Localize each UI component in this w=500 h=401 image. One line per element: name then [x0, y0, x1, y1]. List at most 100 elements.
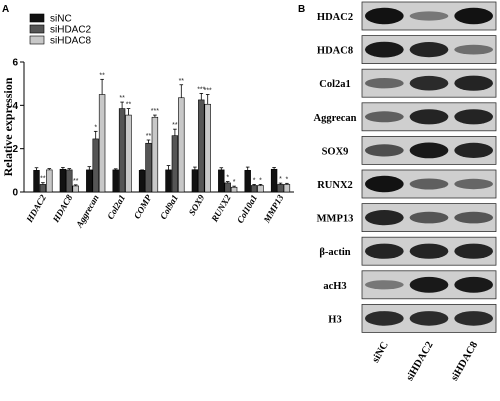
significance-label: *: [253, 177, 256, 184]
blot-band: [409, 42, 449, 58]
bar: [178, 97, 185, 193]
blot-band: [409, 276, 449, 293]
blot-band: [409, 311, 449, 326]
significance-label: **: [73, 178, 79, 185]
blot-band: [365, 111, 404, 123]
blot-band: [454, 44, 493, 55]
x-tick-label: MMP13: [261, 193, 286, 226]
x-tick-label: Aggrecan: [74, 193, 101, 230]
significance-label: *: [233, 179, 236, 186]
y-tick-label: 4: [12, 101, 18, 112]
bar: [118, 108, 126, 193]
bar: [171, 135, 179, 193]
western-blot: HDAC2 HDAC8 Col2a1 Aggrecan SOX9 RUNX2 MMP13 β-…: [314, 1, 497, 383]
blot-band: [454, 211, 493, 224]
panel-b-label: B: [298, 4, 305, 15]
bar: [277, 184, 284, 193]
bar: [204, 103, 211, 193]
bar: [98, 94, 106, 193]
legend-label: siNC: [50, 14, 72, 25]
y-tick-label: 0: [12, 188, 18, 199]
blot-band: [365, 144, 404, 157]
significance-label: ***: [197, 86, 205, 93]
blot-row-label: SOX9: [322, 146, 349, 157]
bar: [244, 170, 251, 193]
x-tick-label: Col2a1: [105, 193, 127, 221]
blot-band: [409, 109, 449, 125]
bar: [198, 99, 205, 193]
blot-row-label: Aggrecan: [314, 113, 357, 124]
x-tick-label: Col10a1: [235, 193, 259, 225]
blot-row-label: Col2a1: [319, 79, 351, 90]
blot-band: [409, 11, 449, 21]
blot-band: [454, 311, 493, 326]
significance-label: **: [146, 133, 152, 140]
bar: [33, 170, 40, 193]
blot-band: [454, 276, 493, 293]
panel-a-label: A: [2, 4, 9, 15]
x-tick-label: RUNX2: [209, 193, 233, 225]
blot-band: [365, 210, 404, 226]
bar: [66, 169, 73, 193]
bar: [92, 138, 99, 193]
blot-band: [365, 243, 404, 259]
blot-band: [365, 41, 404, 58]
blot-band: [454, 75, 493, 91]
blot-band: [365, 7, 404, 25]
significance-label: **: [126, 102, 132, 109]
bar: [86, 169, 93, 193]
blot-band: [365, 78, 404, 89]
bar: [283, 184, 291, 193]
y-tick-label: 6: [12, 58, 18, 69]
x-tick-label: SOX9: [187, 193, 207, 217]
legend-swatch: [29, 13, 45, 23]
y-axis-label: Relative expression: [1, 77, 15, 176]
significance-label: *: [94, 124, 97, 131]
bar: [138, 170, 146, 193]
bar: [46, 169, 53, 193]
significance-label: *: [226, 175, 229, 182]
blot-band: [409, 211, 449, 224]
blot-row-label: acH3: [323, 281, 346, 292]
x-tick-label: COMP: [132, 193, 154, 221]
bar: [218, 169, 225, 193]
blot-row-label: H3: [328, 314, 341, 325]
legend-label: siHDAC8: [50, 36, 92, 47]
blot-row-label: MMP13: [317, 214, 354, 225]
bar: [224, 182, 231, 193]
bar: [165, 169, 172, 193]
blot-row-label: HDAC2: [317, 12, 353, 23]
significance-label: ***: [151, 108, 159, 115]
blot-band: [409, 178, 449, 190]
legend-label: siHDAC2: [50, 25, 92, 36]
x-tick-label: Col9a1: [158, 193, 180, 221]
bar: [151, 116, 159, 193]
significance-label: *: [286, 176, 289, 183]
bar: [191, 169, 199, 193]
blot-band: [365, 175, 404, 193]
blot-band: [365, 311, 404, 326]
bar: [230, 186, 238, 193]
blot-lane-label: siHDAC8: [449, 340, 480, 383]
blot-row-label: β-actin: [319, 247, 350, 258]
legend-swatch: [29, 24, 45, 34]
bar: [145, 142, 152, 193]
significance-label: **: [179, 78, 185, 85]
blot-band: [454, 7, 493, 25]
blot-band: [409, 142, 449, 159]
blot-lane-label: siNC: [370, 340, 391, 365]
blot-row-label: RUNX2: [317, 180, 353, 191]
blot-band: [454, 243, 493, 259]
x-tick-label: HDAC8: [50, 193, 74, 225]
significance-label: *: [279, 176, 282, 183]
significance-label: **: [172, 122, 178, 129]
bar: [112, 169, 119, 193]
bar: [270, 168, 278, 193]
blot-row-label: HDAC8: [317, 46, 353, 57]
blot-band: [454, 142, 493, 158]
significance-label: **: [40, 176, 46, 183]
blot-band: [454, 178, 493, 190]
bar: [125, 114, 132, 193]
